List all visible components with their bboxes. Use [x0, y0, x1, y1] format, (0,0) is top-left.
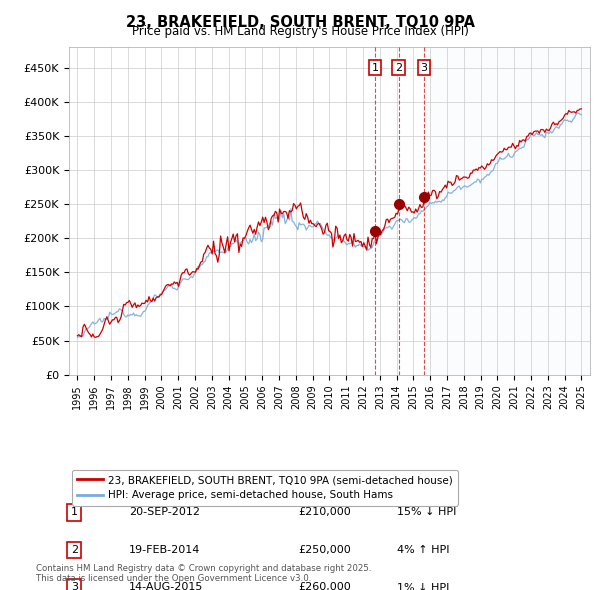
Text: 4% ↑ HPI: 4% ↑ HPI [397, 545, 449, 555]
Text: 2: 2 [395, 63, 402, 73]
Text: Contains HM Land Registry data © Crown copyright and database right 2025.
This d: Contains HM Land Registry data © Crown c… [36, 563, 371, 583]
Text: 2: 2 [71, 545, 78, 555]
Text: £250,000: £250,000 [298, 545, 351, 555]
Text: 19-FEB-2014: 19-FEB-2014 [129, 545, 200, 555]
Text: £210,000: £210,000 [298, 507, 351, 517]
Text: 23, BRAKEFIELD, SOUTH BRENT, TQ10 9PA: 23, BRAKEFIELD, SOUTH BRENT, TQ10 9PA [125, 15, 475, 30]
Text: Price paid vs. HM Land Registry's House Price Index (HPI): Price paid vs. HM Land Registry's House … [131, 25, 469, 38]
Bar [424, 47, 590, 375]
Legend: 23, BRAKEFIELD, SOUTH BRENT, TQ10 9PA (semi-detached house), HPI: Average price,: 23, BRAKEFIELD, SOUTH BRENT, TQ10 9PA (s… [71, 470, 458, 506]
Text: 1% ↓ HPI: 1% ↓ HPI [397, 582, 449, 590]
Text: 14-AUG-2015: 14-AUG-2015 [129, 582, 203, 590]
Text: 3: 3 [421, 63, 427, 73]
Text: 1: 1 [71, 507, 78, 517]
Text: 3: 3 [71, 582, 78, 590]
Text: 1: 1 [371, 63, 379, 73]
Text: 15% ↓ HPI: 15% ↓ HPI [397, 507, 457, 517]
Text: 20-SEP-2012: 20-SEP-2012 [129, 507, 200, 517]
Text: £260,000: £260,000 [298, 582, 351, 590]
